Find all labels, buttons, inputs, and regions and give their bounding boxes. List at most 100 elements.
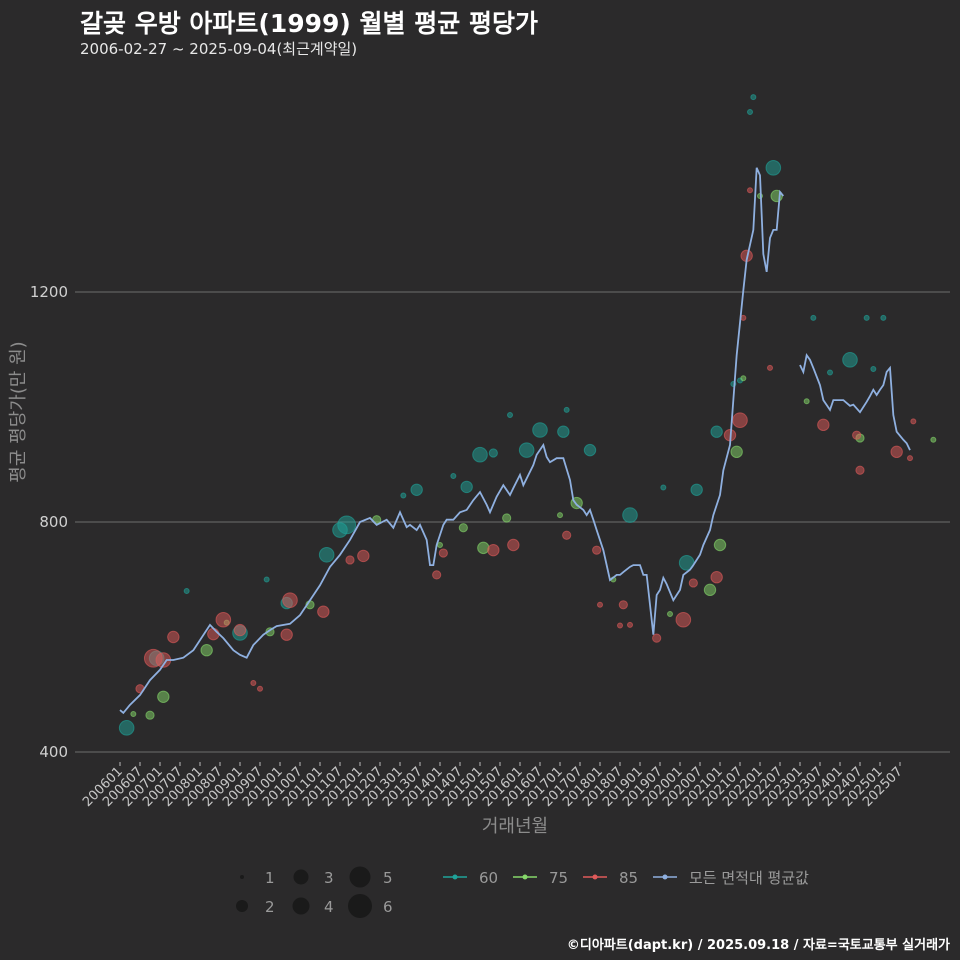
data-point-75 <box>502 513 512 523</box>
size-legend-label: 6 <box>383 898 393 916</box>
size-legend-label: 1 <box>265 869 275 887</box>
data-point-60 <box>557 425 570 438</box>
data-point-60 <box>532 422 548 438</box>
data-point-60 <box>563 406 570 413</box>
data-point-75 <box>458 523 468 533</box>
data-point-75 <box>437 542 443 548</box>
data-point-75 <box>803 398 810 405</box>
series-legend-dot <box>452 874 458 880</box>
data-point-60 <box>518 442 535 458</box>
data-point-85 <box>207 627 220 641</box>
data-point-75 <box>200 644 213 657</box>
data-point-60 <box>827 369 833 376</box>
data-point-60 <box>870 366 877 373</box>
data-point-85 <box>855 465 865 475</box>
average-line <box>799 353 911 451</box>
data-point-60 <box>583 443 597 457</box>
data-point-75 <box>477 541 490 555</box>
data-point-60 <box>765 160 782 176</box>
data-point-85 <box>767 364 773 371</box>
size-legend-circle <box>292 897 310 915</box>
data-point-85 <box>618 600 628 610</box>
data-point-85 <box>652 633 662 643</box>
data-point-60 <box>472 446 488 463</box>
data-point-60 <box>747 109 753 116</box>
data-point-85 <box>592 545 602 555</box>
data-point-60 <box>750 94 757 101</box>
series-legend-label: 모든 면적대 평균값 <box>689 869 809 887</box>
data-point-60 <box>507 412 513 419</box>
data-point-85 <box>250 680 257 686</box>
y-tick-label: 800 <box>39 513 68 531</box>
data-point-75 <box>703 583 717 597</box>
data-point-60 <box>400 492 407 499</box>
data-point-85 <box>432 570 442 580</box>
data-point-85 <box>345 555 355 565</box>
data-point-85 <box>852 430 862 440</box>
data-point-60 <box>710 425 723 438</box>
chart-subtitle: 2006-02-27 ~ 2025-09-04(최근계약일) <box>80 40 358 58</box>
data-point-60 <box>118 720 135 736</box>
data-point-85 <box>710 571 723 584</box>
data-point-60 <box>410 483 423 496</box>
data-point-75 <box>930 436 937 443</box>
data-point-60 <box>450 473 457 479</box>
data-point-75 <box>130 711 137 718</box>
data-point-85 <box>688 578 698 588</box>
data-point-85 <box>438 548 448 558</box>
size-legend-circle <box>293 869 309 885</box>
data-point-60 <box>690 483 703 496</box>
y-axis-title: 평균 평당가(만 원) <box>8 341 29 482</box>
x-axis-title: 거래년월 <box>482 816 548 837</box>
data-point-85 <box>280 628 293 641</box>
size-legend-circle <box>349 866 371 888</box>
size-legend-circle <box>348 894 372 918</box>
series-legend-label: 75 <box>549 869 568 887</box>
series-legend-dot <box>662 874 668 880</box>
size-legend-label: 5 <box>383 869 393 887</box>
data-point-85 <box>817 418 830 432</box>
series-legend-label: 60 <box>479 869 498 887</box>
data-point-60 <box>660 484 667 491</box>
data-point-60 <box>337 515 357 535</box>
data-point-85 <box>233 623 247 637</box>
y-tick-label: 400 <box>39 743 68 761</box>
data-point-60 <box>622 507 638 523</box>
series-legend-label: 85 <box>619 869 638 887</box>
data-point-60 <box>863 314 870 321</box>
data-point-60 <box>263 576 270 583</box>
data-point-85 <box>507 538 520 552</box>
size-legend-circle <box>236 900 248 912</box>
size-legend-label: 4 <box>324 898 334 916</box>
data-point-85 <box>747 187 753 194</box>
data-point-85 <box>215 611 232 628</box>
data-point-85 <box>597 601 603 608</box>
data-point-60 <box>183 588 190 594</box>
data-point-85 <box>562 530 572 540</box>
data-point-85 <box>357 549 370 563</box>
chart-title: 갈곶 우방 아파트(1999) 월별 평균 평당가 <box>80 9 538 38</box>
data-point-75 <box>557 512 563 519</box>
series-legend-dot <box>592 874 598 880</box>
data-point-85 <box>910 418 917 425</box>
data-point-75 <box>730 445 743 459</box>
data-point-75 <box>740 375 747 382</box>
data-point-85 <box>487 543 500 557</box>
data-point-60 <box>842 352 858 368</box>
data-point-60 <box>460 480 473 494</box>
data-point-85 <box>907 455 913 462</box>
size-legend-label: 2 <box>265 898 275 916</box>
data-point-75 <box>667 611 673 617</box>
data-point-85 <box>675 611 692 628</box>
y-tick-label: 1200 <box>30 283 68 301</box>
average-line <box>119 167 785 715</box>
series-legend-dot <box>522 874 528 880</box>
data-point-60 <box>318 546 335 563</box>
data-point-85 <box>732 412 748 429</box>
data-point-75 <box>145 710 155 720</box>
data-point-85 <box>617 622 623 629</box>
data-point-75 <box>157 690 170 703</box>
data-point-85 <box>167 630 180 644</box>
size-legend-circle <box>240 875 244 879</box>
